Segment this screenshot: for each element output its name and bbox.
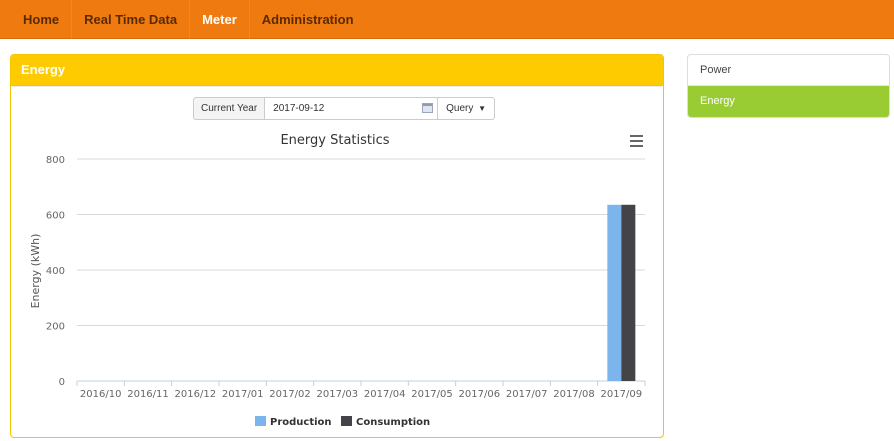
bar-production-2017-09[interactable]: [607, 205, 621, 381]
y-tick-label: 400: [46, 266, 65, 277]
side-item-power[interactable]: Power: [688, 55, 889, 86]
y-tick-label: 0: [59, 377, 65, 388]
x-tick-label: 2016/12: [175, 389, 217, 400]
x-tick-label: 2017/06: [459, 389, 501, 400]
chart-title: Energy Statistics: [280, 133, 389, 148]
x-tick-label: 2017/07: [506, 389, 548, 400]
legend-label[interactable]: Consumption: [356, 417, 430, 428]
legend-swatch[interactable]: [255, 416, 266, 426]
y-axis-label: Energy (kWh): [29, 234, 42, 309]
energy-chart: Energy Statistics Energy (kWh) 0 200 400 60…: [11, 55, 664, 438]
nav-real-time-data[interactable]: Real Time Data: [71, 0, 189, 39]
y-tick-label: 600: [46, 211, 65, 222]
side-item-energy[interactable]: Energy: [688, 86, 889, 117]
chart-menu-icon[interactable]: [630, 135, 643, 147]
y-tick-label: 200: [46, 322, 65, 333]
x-tick-label: 2017/02: [269, 389, 311, 400]
y-tick-label: 800: [46, 155, 65, 166]
top-navbar: Home Real Time Data Meter Administration: [0, 0, 894, 39]
energy-panel: Energy Current Year Query ▼ Energy Stati…: [10, 54, 664, 438]
side-menu: Power Energy: [687, 54, 890, 118]
x-tick-label: 2016/10: [80, 389, 122, 400]
x-tick-label: 2017/01: [222, 389, 264, 400]
legend-swatch[interactable]: [341, 416, 352, 426]
nav-administration[interactable]: Administration: [249, 0, 366, 39]
x-tick-label: 2017/03: [317, 389, 359, 400]
x-tick-label: 2017/05: [411, 389, 453, 400]
x-tick-label: 2017/08: [553, 389, 595, 400]
nav-home[interactable]: Home: [0, 0, 71, 39]
x-tick-label: 2017/09: [601, 389, 643, 400]
x-tick-label: 2017/04: [364, 389, 406, 400]
bar-consumption-2017-09[interactable]: [621, 205, 635, 381]
legend-label[interactable]: Production: [270, 417, 332, 428]
nav-meter[interactable]: Meter: [189, 0, 249, 39]
x-tick-label: 2016/11: [127, 389, 169, 400]
